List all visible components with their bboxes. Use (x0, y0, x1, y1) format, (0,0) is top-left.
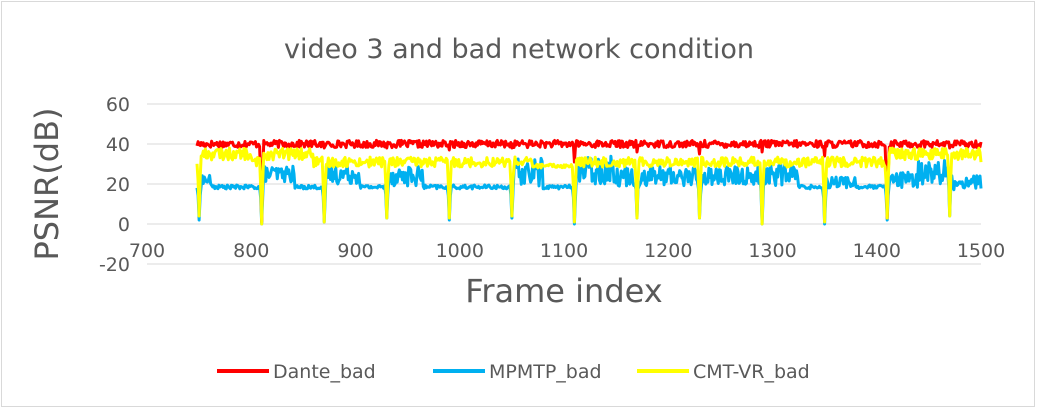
y-axis-title: PSNR(dB) (28, 107, 66, 260)
x-tick-label: 1300 (748, 240, 796, 262)
y-tick-label: -20 (99, 254, 130, 276)
legend-label-cmt-vr-bad: CMT-VR_bad (693, 361, 810, 383)
x-axis-title: Frame index (465, 272, 662, 310)
y-tick-label: 40 (106, 134, 130, 156)
legend: Dante_bad MPMTP_bad CMT-VR_bad (217, 361, 810, 383)
series-line-cmt-vr-bad (195, 146, 983, 226)
chart-title: video 3 and bad network condition (284, 34, 754, 65)
x-tick-label: 1500 (957, 240, 1005, 262)
series-line-dante-bad (195, 138, 983, 224)
series-line-mpmtp-bad (195, 154, 983, 226)
legend-label-mpmtp-bad: MPMTP_bad (489, 361, 602, 383)
x-tick-labels: 700 800 900 1000 1100 1200 1300 1400 1500 (129, 240, 1005, 262)
y-tick-label: 0 (118, 214, 130, 236)
x-tick-label: 1000 (436, 240, 484, 262)
series-layer (195, 138, 983, 226)
x-tick-label: 900 (337, 240, 373, 262)
x-tick-label: 1200 (644, 240, 692, 262)
x-tick-label: 800 (233, 240, 269, 262)
legend-label-dante-bad: Dante_bad (273, 361, 376, 383)
y-tick-labels: -20 0 20 40 60 (99, 94, 130, 276)
x-tick-label: 700 (129, 240, 165, 262)
y-tick-label: 60 (106, 94, 130, 116)
x-tick-label: 1100 (540, 240, 588, 262)
y-tick-label: 20 (106, 174, 130, 196)
x-tick-label: 1400 (853, 240, 901, 262)
